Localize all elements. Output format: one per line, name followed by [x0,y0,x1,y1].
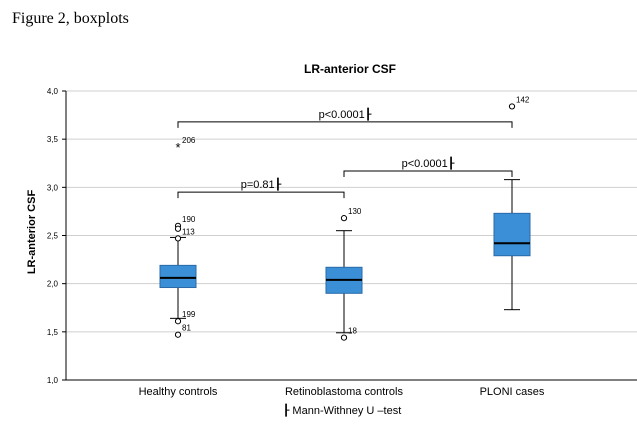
x-category-label: PLONI cases [480,386,545,398]
outlier-label: 142 [516,95,530,104]
y-tick-label: 3,0 [47,183,59,192]
outlier-point [340,215,348,222]
outlier-label: 130 [348,207,362,216]
figure-caption: Figure 2, boxplots [12,10,129,27]
x-axis-label: ┠ Mann-Withney U –test [283,403,402,417]
outlier-point [508,103,516,110]
chart-title: LR-anterior CSF [304,62,396,76]
outlier-label: 199 [182,310,196,319]
outlier-point [174,318,182,325]
y-axis-label: LR-anterior CSF [26,190,38,275]
y-tick-label: 4,0 [47,87,59,96]
significance-bracket [177,191,345,199]
outlier-label: 113 [182,227,195,236]
significance-bracket [177,121,513,128]
outlier-label: 190 [182,215,196,224]
y-tick-label: 3,5 [47,135,59,144]
outlier-point [174,225,182,232]
outlier-extreme: * [175,140,180,155]
outlier-point [174,331,182,338]
y-tick-label: 2,5 [47,232,59,241]
x-category-label: Retinoblastoma controls [285,386,404,398]
y-tick-label: 1,0 [47,376,59,385]
plot-area: 1,0 1,5 2,0 2,5 3,0 3,5 4,0 * 206 190 113 199 81 Heal… [47,87,637,398]
significance-bracket [343,170,513,177]
box-iqr [493,212,531,257]
x-category-label: Healthy controls [139,386,218,398]
y-tick-label: 2,0 [47,280,59,289]
p-value-label: p<0.0001┠ [402,156,455,170]
outlier-label: 81 [182,324,191,333]
box-iqr [159,264,197,289]
outlier-point [174,235,182,242]
y-tick-label: 1,5 [47,328,59,337]
p-value-label: p<0.0001┠ [319,107,372,121]
outlier-label: 206 [182,136,196,145]
outlier-point [340,334,348,341]
p-value-label: p=0.81┠ [241,177,282,191]
outlier-label: 18 [348,327,357,336]
